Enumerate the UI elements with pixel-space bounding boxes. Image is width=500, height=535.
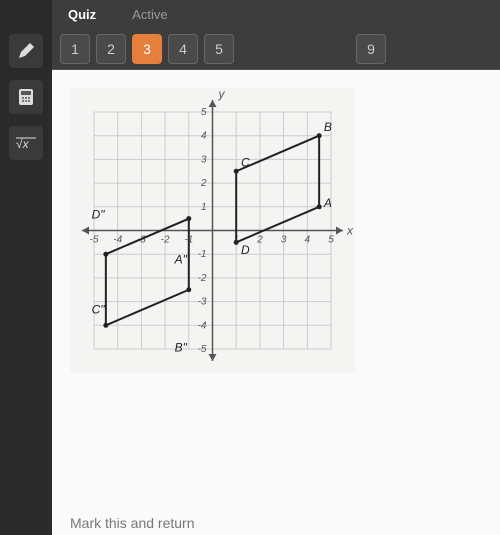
svg-text:B": B" (175, 340, 188, 354)
svg-text:-4: -4 (198, 320, 207, 331)
svg-text:2: 2 (256, 235, 263, 246)
nav-q3[interactable]: 3 (132, 34, 162, 64)
nav-q9[interactable]: 9 (356, 34, 386, 64)
svg-text:-5: -5 (90, 235, 99, 246)
content-area: -5-5-4-4-3-3-2-2-1-11122334455xyABCDA"B"… (52, 70, 500, 535)
svg-text:C: C (241, 156, 250, 170)
svg-text:1: 1 (201, 202, 207, 213)
svg-text:y: y (218, 88, 226, 101)
tab-quiz[interactable]: Quiz (60, 3, 104, 26)
pencil-tool[interactable] (9, 34, 43, 68)
svg-text:B: B (324, 120, 332, 134)
coordinate-graph: -5-5-4-4-3-3-2-2-1-11122334455xyABCDA"B"… (70, 88, 355, 373)
calculator-tool[interactable] (9, 80, 43, 114)
svg-text:√x: √x (16, 137, 30, 151)
svg-text:-2: -2 (161, 235, 170, 246)
svg-text:-4: -4 (113, 235, 122, 246)
nav-q2[interactable]: 2 (96, 34, 126, 64)
formula-tool[interactable]: √x (9, 126, 43, 160)
svg-text:5: 5 (201, 107, 207, 118)
svg-text:A: A (323, 196, 332, 210)
nav-q1[interactable]: 1 (60, 34, 90, 64)
top-bar: Quiz Active (0, 0, 500, 28)
svg-text:A": A" (174, 253, 188, 267)
svg-text:3: 3 (201, 154, 207, 165)
svg-text:D: D (241, 243, 250, 257)
svg-text:-1: -1 (198, 249, 207, 260)
svg-text:4: 4 (201, 131, 207, 142)
footer-link[interactable]: Mark this and return (70, 515, 195, 531)
svg-text:3: 3 (281, 235, 287, 246)
svg-text:C": C" (92, 302, 106, 316)
svg-text:2: 2 (200, 178, 207, 189)
tab-active[interactable]: Active (124, 3, 175, 26)
svg-text:4: 4 (305, 235, 311, 246)
svg-text:D": D" (92, 208, 106, 222)
nav-q4[interactable]: 4 (168, 34, 198, 64)
tool-sidebar: √x (0, 0, 52, 535)
svg-text:5: 5 (328, 235, 334, 246)
svg-text:-2: -2 (198, 273, 207, 284)
svg-text:x: x (346, 224, 354, 238)
svg-text:-3: -3 (198, 297, 207, 308)
nav-q5[interactable]: 5 (204, 34, 234, 64)
svg-text:-5: -5 (198, 344, 207, 355)
question-nav: 1 2 3 4 5 9 (0, 28, 500, 70)
